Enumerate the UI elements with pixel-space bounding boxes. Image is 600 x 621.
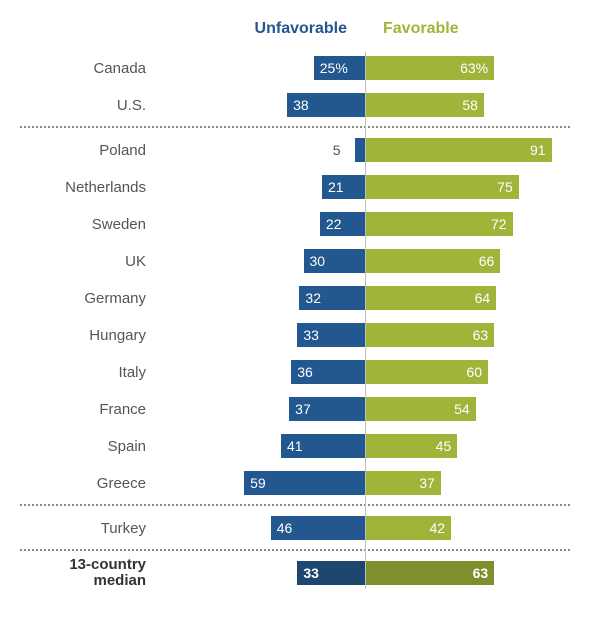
unfavorable-bar: 32: [299, 286, 365, 310]
favorable-bar: 75: [365, 175, 519, 199]
country-label: Hungary: [20, 327, 160, 344]
country-label: Greece: [20, 475, 160, 492]
chart-row: Italy 36 60: [20, 356, 570, 388]
favorable-bar: 54: [365, 397, 476, 421]
favorable-bar: 66: [365, 249, 500, 273]
favorable-value: 54: [454, 401, 470, 417]
favorable-bar: 42: [365, 516, 451, 540]
favorable-value: 63%: [460, 60, 488, 76]
chart-row: France 37 54: [20, 393, 570, 425]
favorable-bar: 63%: [365, 56, 494, 80]
header-unfavorable: Unfavorable: [160, 20, 365, 38]
unfavorable-bar: 36: [291, 360, 365, 384]
unfavorable-bar: 41: [281, 434, 365, 458]
favorable-value: 72: [491, 216, 507, 232]
unfavorable-value: 33: [303, 327, 319, 343]
chart-row: Germany 32 64: [20, 282, 570, 314]
chart-rows: Canada 25% 63% U.S. 38 58 Poland 5 91 Netherlands…: [20, 52, 570, 589]
unfavorable-bar: 25%: [314, 56, 365, 80]
group-divider: [20, 504, 570, 506]
favorable-value: 66: [479, 253, 495, 269]
unfavorable-bar: 30: [304, 249, 366, 273]
country-label: Canada: [20, 60, 160, 77]
unfavorable-bar: 46: [271, 516, 365, 540]
favorable-bar: 63: [365, 323, 494, 347]
unfavorable-bar: 33: [297, 561, 365, 585]
chart-row: Sweden 22 72: [20, 208, 570, 240]
unfavorable-value: 5: [333, 142, 341, 158]
country-label: Spain: [20, 438, 160, 455]
chart-row: UK 30 66: [20, 245, 570, 277]
unfavorable-bar: 38: [287, 93, 365, 117]
unfavorable-value: 36: [297, 364, 313, 380]
chart-header: Unfavorable Favorable: [20, 20, 570, 38]
unfavorable-value: 30: [310, 253, 326, 269]
country-label: Netherlands: [20, 179, 160, 196]
unfavorable-bar: 5: [355, 138, 365, 162]
favorable-value: 91: [530, 142, 546, 158]
unfavorable-value: 25%: [320, 60, 348, 76]
favorable-value: 75: [497, 179, 513, 195]
favorable-value: 64: [475, 290, 491, 306]
country-label: France: [20, 401, 160, 418]
country-label: 13-countrymedian: [20, 557, 160, 590]
country-label: UK: [20, 253, 160, 270]
unfavorable-value: 21: [328, 179, 344, 195]
unfavorable-bar: 22: [320, 212, 365, 236]
group-divider: [20, 126, 570, 128]
favorable-value: 37: [419, 475, 435, 491]
chart-row: 13-countrymedian 33 63: [20, 557, 570, 589]
chart-row: Greece 59 37: [20, 467, 570, 499]
favorable-bar: 72: [365, 212, 513, 236]
unfavorable-value: 32: [305, 290, 321, 306]
country-label: Germany: [20, 290, 160, 307]
country-label: Sweden: [20, 216, 160, 233]
unfavorable-bar: 37: [289, 397, 365, 421]
chart-row: Poland 5 91: [20, 134, 570, 166]
favorable-bar: 60: [365, 360, 488, 384]
country-label: Poland: [20, 142, 160, 159]
favorable-bar: 45: [365, 434, 457, 458]
unfavorable-value: 22: [326, 216, 342, 232]
unfavorable-value: 33: [303, 565, 319, 581]
favorable-bar: 58: [365, 93, 484, 117]
country-label: Turkey: [20, 520, 160, 537]
country-label: Italy: [20, 364, 160, 381]
unfavorable-value: 46: [277, 520, 293, 536]
header-favorable: Favorable: [365, 20, 570, 38]
chart-row: Netherlands 21 75: [20, 171, 570, 203]
unfavorable-value: 41: [287, 438, 303, 454]
chart-row: Spain 41 45: [20, 430, 570, 462]
favorable-bar: 91: [365, 138, 552, 162]
favorable-bar: 63: [365, 561, 494, 585]
chart-row: Canada 25% 63%: [20, 52, 570, 84]
unfavorable-bar: 21: [322, 175, 365, 199]
unfavorable-value: 38: [293, 97, 309, 113]
chart-row: Turkey 46 42: [20, 512, 570, 544]
diverging-bar-chart: Unfavorable Favorable Canada 25% 63% U.S. 38…: [0, 0, 600, 614]
chart-row: U.S. 38 58: [20, 89, 570, 121]
group-divider: [20, 549, 570, 551]
favorable-value: 60: [466, 364, 482, 380]
unfavorable-bar: 59: [244, 471, 365, 495]
unfavorable-value: 37: [295, 401, 311, 417]
chart-row: Hungary 33 63: [20, 319, 570, 351]
center-axis-line: [365, 52, 366, 589]
favorable-value: 42: [430, 520, 446, 536]
unfavorable-bar: 33: [297, 323, 365, 347]
favorable-bar: 64: [365, 286, 496, 310]
unfavorable-value: 59: [250, 475, 266, 491]
favorable-bar: 37: [365, 471, 441, 495]
favorable-value: 63: [473, 327, 489, 343]
favorable-value: 45: [436, 438, 452, 454]
favorable-value: 58: [462, 97, 478, 113]
favorable-value: 63: [473, 565, 489, 581]
country-label: U.S.: [20, 97, 160, 114]
